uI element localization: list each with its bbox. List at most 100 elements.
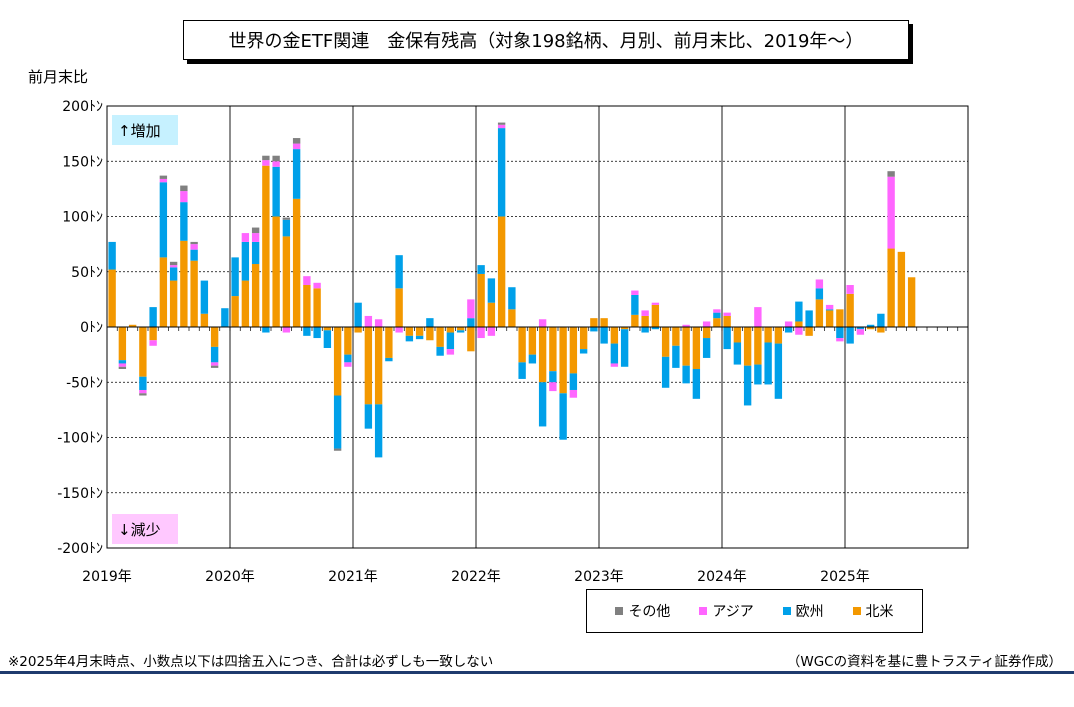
- bar-segment-欧州: [190, 249, 198, 261]
- x-tick-label: 2023年: [574, 569, 624, 585]
- bar-segment-欧州: [108, 241, 116, 270]
- bar-segment-アジア: [169, 265, 178, 268]
- bar-segment-欧州: [405, 335, 414, 342]
- bar-segment-アジア: [241, 233, 250, 242]
- bar-segment-北米: [241, 280, 250, 327]
- bar-segment-北米: [579, 327, 588, 350]
- bar-segment-欧州: [836, 327, 844, 339]
- bar-segment-北米: [344, 327, 352, 355]
- bar-segment-北米: [538, 327, 547, 383]
- bar-segment-北米: [764, 327, 772, 343]
- bar-segment-北米: [446, 327, 455, 333]
- bar-segment-アジア: [549, 382, 557, 392]
- bar-segment-欧州: [764, 342, 772, 385]
- bar-segment-北米: [149, 327, 157, 341]
- bar-segment-北米: [549, 327, 557, 372]
- bar-segment-欧州: [846, 327, 854, 344]
- bar-segment-欧州: [272, 166, 280, 217]
- y-tick-label: 0ﾄﾝ: [80, 320, 103, 336]
- legend-label-asia: アジア: [712, 604, 754, 620]
- bar-segment-欧州: [395, 255, 403, 289]
- bar-segment-アジア: [713, 309, 721, 313]
- bar-segment-欧州: [313, 327, 321, 339]
- bar-segment-北米: [795, 321, 803, 327]
- bar-segment-アジア: [795, 327, 803, 335]
- bar-segment-その他: [139, 393, 147, 396]
- bar-segment-アジア: [180, 191, 188, 203]
- bar-segment-その他: [169, 261, 178, 266]
- bar-segment-欧州: [549, 371, 557, 383]
- bar-segment-その他: [118, 366, 127, 369]
- bar-segment-欧州: [231, 257, 239, 297]
- legend-item-other: その他: [615, 601, 670, 621]
- bar-segment-その他: [282, 217, 291, 220]
- x-tick-label: 2022年: [451, 569, 501, 585]
- bar-segment-欧州: [456, 330, 465, 333]
- bar-segment-アジア: [292, 143, 301, 150]
- bar-segment-欧州: [795, 301, 803, 322]
- bar-segment-欧州: [733, 342, 742, 365]
- bar-segment-アジア: [569, 389, 578, 398]
- bar-segment-北米: [559, 327, 567, 394]
- bar-segment-北米: [128, 324, 137, 327]
- bar-segment-欧州: [743, 365, 752, 406]
- legend-swatch-asia: [699, 607, 708, 615]
- source-note: （WGCの資料を基に豊トラスティ証券作成）: [786, 654, 1062, 670]
- x-tick-label: 2024年: [697, 569, 747, 585]
- bottom-rule: [0, 671, 1074, 674]
- bar-segment-北米: [477, 273, 485, 327]
- bar-segment-北米: [169, 280, 178, 327]
- bar-segment-北米: [282, 236, 291, 327]
- bar-segment-北米: [682, 327, 690, 366]
- bar-segment-北米: [610, 327, 619, 344]
- bar-segment-欧州: [682, 365, 690, 384]
- bar-segment-北米: [374, 327, 383, 405]
- bar-segment-アジア: [395, 327, 403, 333]
- bar-segment-欧州: [262, 327, 270, 333]
- bar-segment-欧州: [856, 327, 865, 330]
- bar-segment-北米: [754, 327, 762, 365]
- bar-segment-欧州: [866, 324, 875, 327]
- legend-item-north-america: 北米: [852, 601, 894, 621]
- bar-segment-北米: [333, 327, 342, 396]
- bar-segment-欧州: [497, 128, 506, 217]
- y-tick-label: -100ﾄﾝ: [57, 431, 103, 447]
- bar-segment-欧州: [180, 202, 188, 241]
- legend-label-other: その他: [628, 604, 671, 620]
- bar-segment-欧州: [600, 327, 608, 344]
- bar-segment-北米: [528, 327, 537, 355]
- legend-swatch-other: [615, 607, 624, 615]
- bar-segment-欧州: [221, 308, 229, 327]
- bar-segment-北米: [518, 327, 526, 363]
- bar-segment-アジア: [641, 310, 649, 316]
- bar-segment-欧州: [210, 346, 219, 363]
- decrease-annotation-box: [112, 514, 178, 544]
- bar-segment-アジア: [825, 304, 834, 310]
- bar-segment-アジア: [784, 321, 793, 327]
- bar-segment-欧州: [651, 327, 660, 330]
- bar-segment-欧州: [477, 265, 485, 274]
- bar-segment-欧州: [784, 327, 793, 333]
- bar-segment-北米: [907, 277, 916, 327]
- bar-segment-アジア: [446, 349, 455, 355]
- bar-segment-北米: [200, 313, 209, 327]
- bar-segment-欧州: [169, 267, 178, 281]
- bar-segment-欧州: [364, 404, 373, 429]
- bar-segment-欧州: [528, 354, 537, 364]
- bar-segment-北米: [313, 288, 321, 327]
- bar-segment-北米: [303, 285, 311, 327]
- bar-segment-北米: [405, 327, 414, 336]
- bar-segment-その他: [272, 155, 280, 162]
- bar-segment-欧州: [446, 332, 455, 350]
- bar-segment-北米: [713, 318, 721, 327]
- bar-segment-欧州: [825, 309, 834, 311]
- bar-segment-アジア: [846, 285, 854, 294]
- bar-segment-北米: [508, 309, 516, 327]
- legend-item-asia: アジア: [699, 601, 754, 621]
- footnote: ※2025年4月末時点、小数点以下は四捨五入につき、合計は必ずしも一致しない: [8, 654, 494, 670]
- bar-segment-北米: [415, 327, 424, 336]
- y-tick-label: 150ﾄﾝ: [62, 154, 103, 170]
- bar-segment-北米: [292, 198, 301, 327]
- bar-segment-北米: [836, 309, 844, 327]
- x-tick-label: 2021年: [328, 569, 378, 585]
